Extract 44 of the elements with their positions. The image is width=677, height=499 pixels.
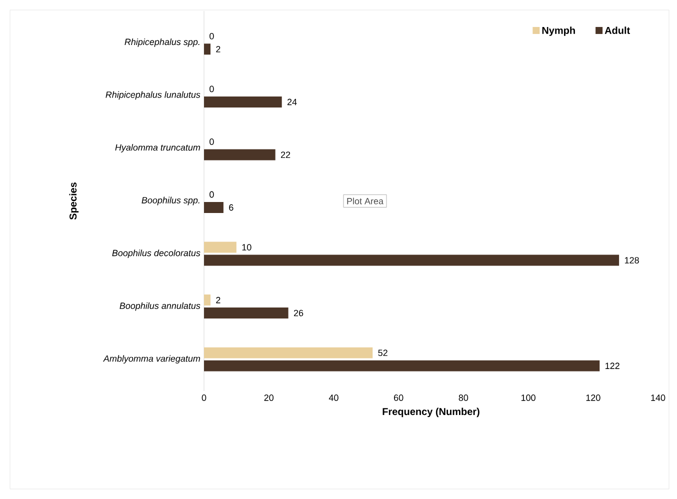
- x-tick-label: 20: [264, 394, 274, 401]
- x-tick-label: 40: [328, 394, 338, 401]
- data-label: 2: [216, 46, 220, 52]
- annotation: Plot Area: [347, 198, 384, 204]
- data-label: 0: [210, 32, 214, 40]
- x-tick-label: 60: [394, 394, 404, 401]
- data-label: 6: [229, 204, 234, 211]
- bar: [204, 254, 620, 266]
- y-tick-label: Rhipicephalus lunalutus: [106, 91, 200, 100]
- y-tick-label: Hyalomma truncatum: [115, 144, 200, 152]
- data-label: 26: [294, 310, 304, 316]
- x-tick-label: 80: [458, 394, 468, 401]
- x-tick-label: 120: [586, 394, 600, 401]
- legend-label: Adult: [604, 26, 630, 34]
- data-label: 0: [210, 191, 214, 198]
- y-axis-title: Species: [69, 182, 79, 220]
- bar: [204, 347, 373, 358]
- y-tick-label: Boophilus annulatus: [120, 302, 200, 311]
- bar: [204, 202, 224, 213]
- data-label: 2: [216, 296, 220, 304]
- bar: [204, 149, 276, 160]
- y-tick-label: Boophilus spp.: [142, 196, 200, 206]
- bar: [204, 360, 600, 372]
- x-tick-label: 0: [202, 394, 206, 401]
- data-label: 22: [281, 152, 290, 158]
- x-tick-label: 100: [521, 394, 536, 401]
- data-label: 122: [606, 362, 620, 369]
- legend-label: Nymph: [542, 26, 575, 36]
- x-axis-title: Frequency (Number): [382, 408, 480, 418]
- bar: [204, 96, 282, 108]
- data-label: 128: [624, 257, 639, 264]
- data-label: 10: [242, 244, 252, 250]
- y-tick-label: Rhipicephalus spp.: [124, 38, 200, 47]
- y-tick-label: Boophilus decoloratus: [112, 250, 200, 258]
- data-label: 24: [287, 98, 297, 106]
- data-label: 52: [378, 350, 388, 356]
- data-label: 0: [210, 138, 214, 145]
- bar: [204, 294, 210, 306]
- y-tick-label: Amblyomma variegatum: [103, 355, 200, 364]
- bar: [204, 308, 288, 319]
- bar: [204, 242, 236, 253]
- x-tick-label: 140: [651, 394, 666, 401]
- data-label: 0: [210, 86, 214, 92]
- bar: [204, 44, 210, 55]
